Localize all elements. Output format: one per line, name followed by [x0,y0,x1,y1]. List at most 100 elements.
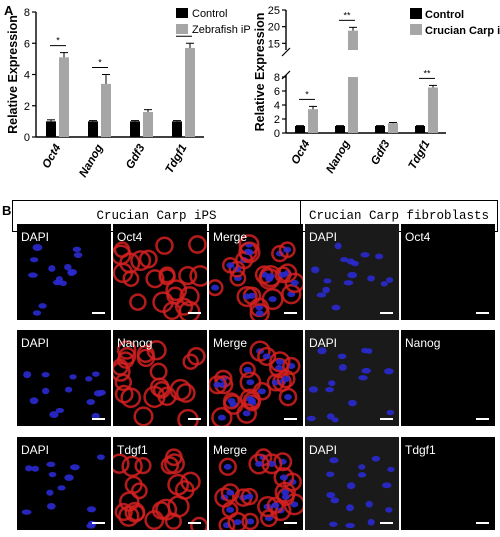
cell-stain [152,380,171,399]
category-label: Gdf3 [124,142,148,171]
micrograph-dapi: DAPI [305,437,399,530]
bar-control [46,121,56,137]
cell-nucleus [267,460,276,467]
cell-stain [152,291,174,313]
cell-nucleus [25,465,33,472]
cell-nucleus [268,296,277,303]
cell-nucleus [32,310,42,316]
cell-stain [284,272,303,294]
cell-stain [114,502,133,522]
cell-nucleus [255,310,264,317]
micrograph-label: Merge [213,230,248,244]
micrograph-label: Oct4 [405,230,431,244]
cell-nucleus [367,275,375,282]
cell-stain [266,496,285,515]
cell-nucleus [55,407,65,414]
micrograph-cells [21,454,105,529]
cell-stain [218,516,236,530]
scale-bar [476,312,489,314]
y-tick-label: 8 [274,72,280,84]
cell-stain [113,361,131,382]
cell-nucleus [48,265,56,272]
cell-nucleus [331,304,341,311]
cell-nucleus [27,272,38,278]
significance-mark: ** [343,10,351,20]
cell-nucleus [73,252,83,259]
micrograph-label: DAPI [309,443,338,457]
cell-nucleus [358,375,368,381]
cell-stain [189,265,207,287]
bar-treated [308,109,318,133]
cell-stain [120,387,142,409]
cell-nucleus [48,471,57,478]
cell-stain [218,457,237,476]
micrograph-label: DAPI [21,336,50,350]
cell-nucleus [86,398,96,406]
category-label: Nanog [324,139,352,176]
y-tick-label: 4 [274,100,280,112]
cell-nucleus [46,489,54,496]
cell-nucleus [226,262,235,269]
micrograph-cells [27,244,83,316]
cell-stain [274,481,296,503]
cell-stain [151,501,171,520]
cell-stain [209,279,224,297]
scale-bar [92,522,105,524]
cell-nucleus [384,368,394,375]
cell-stain [116,340,137,360]
cell-stain [113,453,130,474]
cell-nucleus [283,246,292,253]
legend-swatch [410,8,422,19]
cell-nucleus [351,260,360,267]
cell-stain [236,403,257,424]
cell-nucleus [308,386,318,393]
cell-stain [118,505,140,527]
cell-stain [248,453,270,475]
cell-nucleus [271,502,280,509]
cell-nucleus [211,284,220,291]
bar-treated [428,87,438,133]
cell-nucleus [346,482,356,490]
cell-nucleus [282,375,291,382]
micrograph-label: Nanog [117,336,153,350]
cell-nucleus [29,257,39,263]
y-tick-label: 0 [274,128,280,140]
cell-stain [238,241,261,264]
cell-nucleus [262,353,271,360]
cell-nucleus [358,464,366,470]
cell-nucleus [317,347,327,355]
cell-stain [221,501,239,519]
micrograph-label: DAPI [21,230,50,244]
micrograph-dapi: DAPI [17,437,111,530]
cell-nucleus [91,371,100,377]
micrograph-dapi: DAPI [305,330,399,426]
cell-nucleus [385,507,393,513]
cell-stain [169,378,192,401]
micrograph-dapi: DAPI [305,224,399,320]
micrograph-label: Merge [213,443,248,457]
scale-bar [188,522,201,524]
cell-nucleus [96,454,105,460]
header-crucian-carp-ips: Crucian Carp iPS [13,201,301,231]
cell-nucleus [365,500,373,508]
cell-nucleus [46,502,56,510]
cell-nucleus [279,474,288,481]
scale-bar [476,418,489,420]
axis-break-mark [281,70,291,80]
cell-nucleus [347,271,358,279]
scale-bar [92,312,105,314]
cell-nucleus [64,263,72,271]
cell-stain [145,269,165,289]
cell-nucleus [323,278,332,284]
cell-stain [236,285,258,308]
y-tick-label: 15 [268,38,280,50]
bar-control [88,121,98,137]
scale-bar [284,522,297,524]
bar-control [172,121,182,137]
cell-nucleus [380,281,388,287]
cell-nucleus [72,246,82,253]
cell-nucleus [326,471,335,478]
cell-stain [149,362,168,381]
cell-nucleus [330,497,340,504]
